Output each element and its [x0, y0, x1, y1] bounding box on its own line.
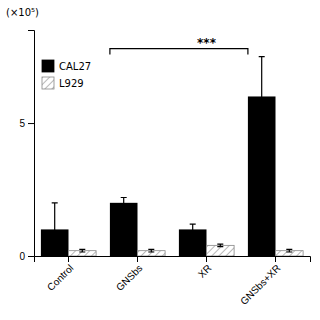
error-bar [190, 224, 196, 235]
bar [110, 203, 138, 256]
error-bar [121, 198, 127, 209]
x-tick-label: GNSbs+XR [238, 262, 283, 307]
legend-label: CAL27 [59, 61, 91, 72]
error-bar [259, 57, 265, 137]
x-tick-mark [206, 256, 207, 262]
y-axis: 05 [19, 31, 34, 262]
x-axis: Control GNSbs XR GNSbs+XR [35, 256, 311, 307]
x-axis-line [35, 257, 311, 263]
x-tick-label: GNSbs [114, 262, 145, 293]
error-bar [286, 249, 292, 252]
y-axis-label: (×10⁵) [6, 7, 39, 18]
x-tick-mark [137, 256, 138, 262]
plot: 05ControlGNSbsXRGNSbs+XR***CAL27L929 [19, 31, 310, 307]
x-tick: XR [196, 256, 214, 280]
x-tick-mark [68, 256, 69, 262]
legend-item: L929 [42, 77, 84, 89]
x-tick-label: Control [45, 262, 76, 293]
chart: 05ControlGNSbsXRGNSbs+XR***CAL27L929(×10… [0, 0, 320, 320]
legend-swatch [42, 77, 54, 89]
y-axis-line [28, 31, 35, 257]
y-tick: 5 [19, 118, 34, 129]
error-bar [148, 249, 154, 252]
y-tick-mark [28, 256, 34, 257]
y-tick: 0 [19, 251, 34, 262]
y-tick-mark [28, 123, 34, 124]
x-tick-label: XR [196, 262, 214, 280]
error-bar [79, 249, 85, 252]
y-tick-label: 5 [19, 118, 25, 129]
marks [41, 57, 303, 256]
x-tick-mark [275, 256, 276, 262]
x-tick: Control [45, 256, 76, 293]
legend: CAL27 L929 [42, 60, 91, 89]
legend-label: L929 [59, 78, 84, 89]
y-tick-label: 0 [19, 251, 25, 262]
significance-bracket [110, 49, 248, 55]
legend-item: CAL27 [42, 60, 91, 72]
series [41, 57, 276, 256]
error-bar [217, 244, 223, 247]
significance-text: *** [197, 36, 217, 50]
legend-swatch [42, 60, 54, 72]
error-bar [52, 203, 58, 256]
x-tick: GNSbs+XR [238, 256, 283, 307]
x-tick: GNSbs [114, 256, 145, 293]
series [69, 244, 304, 256]
